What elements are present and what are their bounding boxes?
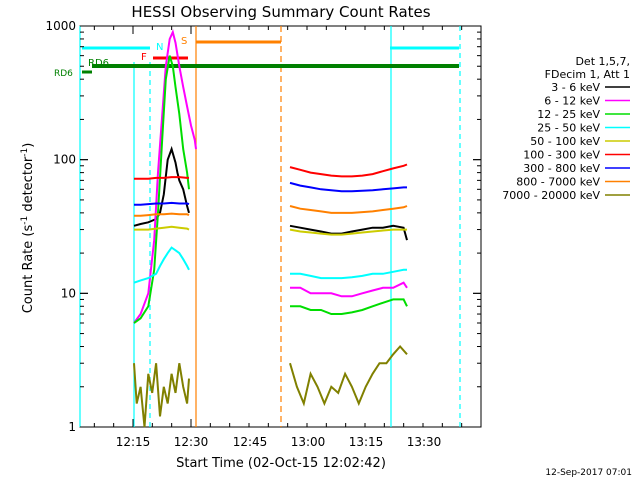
- y-tick-label: 10: [61, 286, 76, 300]
- series-line: [134, 176, 189, 180]
- series-line: [289, 228, 407, 236]
- x-tick-label: 12:15: [116, 435, 151, 449]
- flag-label: F: [141, 52, 147, 63]
- flag-label: S: [181, 36, 187, 47]
- chart-title: HESSI Observing Summary Count Rates: [131, 3, 430, 21]
- flag-label: N: [156, 42, 163, 53]
- flag-label: RD6: [54, 69, 73, 79]
- x-tick-labels: 12:15 12:30 12:45 13:00 13:15 13:30: [116, 435, 442, 449]
- y-axis-label-mid: detector: [21, 156, 36, 216]
- y-axis-label-sup2: -1: [20, 148, 30, 157]
- x-axis-label: Start Time (02-Oct-15 12:02:42): [176, 456, 386, 471]
- series-line: [289, 163, 408, 178]
- series-line: [289, 344, 408, 407]
- legend-label: 100 - 300 keV: [523, 149, 600, 162]
- plot-area: [79, 25, 482, 428]
- x-tick-label: 13:00: [291, 435, 326, 449]
- series-line: [133, 29, 197, 324]
- series-line: [290, 281, 408, 298]
- legend-label: 3 - 6 keV: [551, 81, 600, 94]
- series-line: [133, 246, 190, 284]
- series-line: [133, 55, 190, 324]
- legend-header-line-1: Det 1,5,7,: [575, 55, 630, 68]
- series-line: [133, 363, 190, 428]
- legend-label: 800 - 7000 keV: [516, 176, 600, 189]
- y-axis-label-main: Count Rate (s: [21, 225, 36, 314]
- y-tick-label: 1: [68, 420, 76, 434]
- y-tick-label: 1000: [45, 19, 76, 33]
- legend-label: 25 - 50 keV: [537, 122, 600, 135]
- series-line: [290, 298, 408, 315]
- series-line: [134, 225, 190, 231]
- state-bars: RD6 RD6 FN S: [54, 36, 459, 79]
- series-line: [289, 205, 408, 214]
- series-line: [133, 145, 190, 227]
- legend-header-line-2: FDecim 1, Att 1: [545, 68, 630, 81]
- y-tick-label: 100: [53, 153, 76, 167]
- series-line: [289, 224, 408, 241]
- series-line: [289, 181, 407, 193]
- y-tick-labels: 1 10 100 1000: [45, 19, 76, 434]
- series-line: [290, 268, 407, 280]
- y-axis-label-end: ): [21, 143, 36, 148]
- x-tick-label: 12:30: [174, 435, 209, 449]
- y-axis-label: Count Rate (s-1 detector-1): [20, 143, 36, 314]
- footer-timestamp: 12-Sep-2017 07:01: [545, 468, 632, 478]
- series-lines: [133, 29, 408, 428]
- axes: [80, 25, 482, 428]
- x-tick-label: 12:45: [233, 435, 268, 449]
- x-tick-label: 13:30: [407, 435, 442, 449]
- legend-label: 7000 - 20000 keV: [502, 189, 600, 202]
- y-axis-label-sup1: -1: [20, 216, 30, 225]
- x-tick-label: 13:15: [349, 435, 384, 449]
- series-line: [134, 212, 190, 217]
- legend-label: 50 - 100 keV: [530, 135, 600, 148]
- series-line: [134, 201, 190, 206]
- legend-label: 12 - 25 keV: [537, 108, 600, 121]
- legend-label: 6 - 12 keV: [544, 95, 600, 108]
- legend-label: 300 - 800 keV: [523, 162, 600, 175]
- flag-label: RD6: [88, 58, 109, 69]
